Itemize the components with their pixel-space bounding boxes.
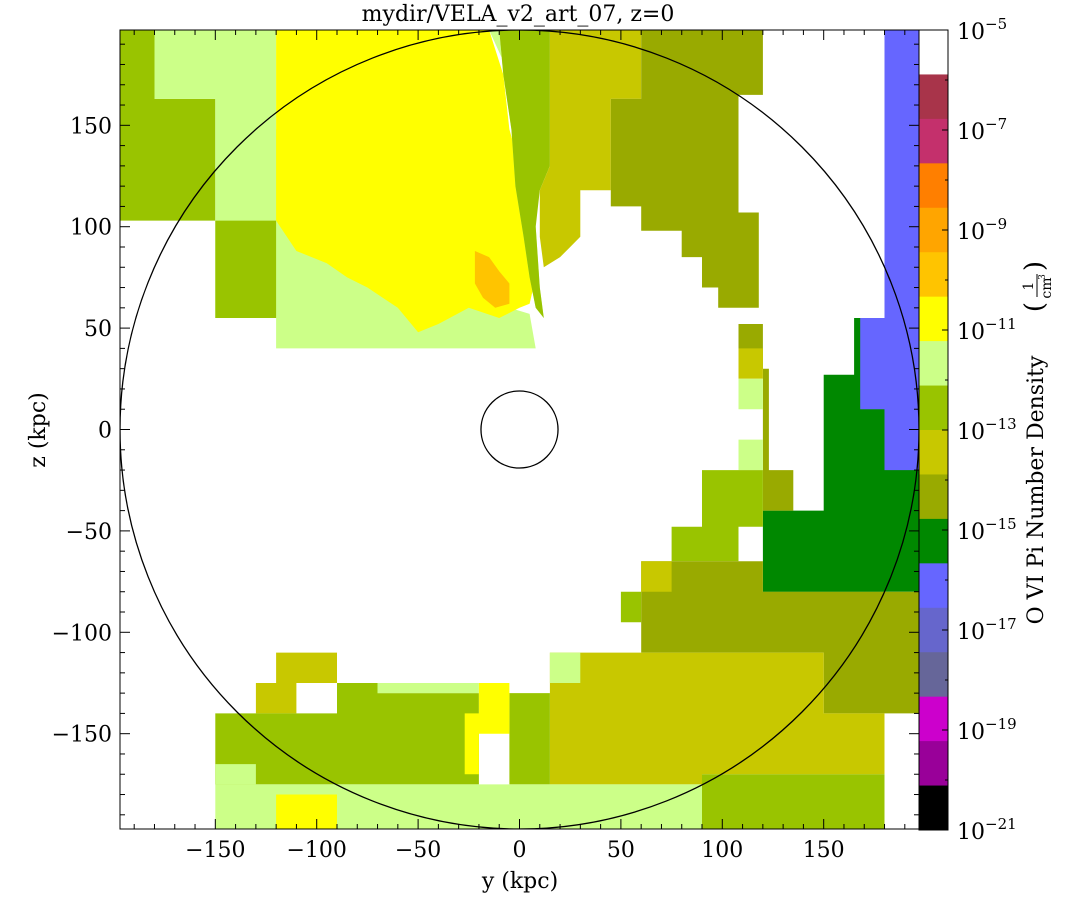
- y-tick-label: 50: [84, 317, 112, 342]
- colorbar-segment: [919, 474, 948, 520]
- density-region-22: [620, 591, 642, 623]
- chart-title: mydir/VELA_v2_art_07, z=0: [362, 2, 675, 27]
- y-tick-label: −150: [52, 723, 112, 748]
- density-region-30: [377, 683, 479, 694]
- colorbar-segment: [919, 430, 948, 475]
- density-region-9: [610, 30, 763, 308]
- colorbar-unit-open-paren: (: [1020, 302, 1050, 312]
- colorbar-segment: [919, 74, 948, 120]
- y-tick-label: 150: [70, 114, 112, 139]
- colorbar-unit-denominator: cm: [1039, 277, 1055, 298]
- colorbar-segment: [919, 296, 948, 342]
- x-ticks: −150 −100 −50 0 50 100 150: [133, 30, 906, 863]
- colorbar-tick-label: 10−11: [957, 315, 1017, 345]
- colorbar-label: O VI Pi Number Density ( 1 cm 3 ): [1020, 261, 1055, 624]
- y-axis-label: z (kpc): [26, 392, 51, 468]
- colorbar-unit-exponent: 3: [1038, 274, 1048, 280]
- colorbar-tick-label: 10−21: [957, 815, 1017, 845]
- density-region-14: [738, 348, 763, 379]
- density-region-26: [215, 683, 479, 785]
- density-region-10: [762, 30, 919, 592]
- density-region-15: [738, 378, 763, 410]
- x-tick-label: 150: [803, 838, 845, 863]
- colorbar-segment: [919, 118, 948, 164]
- inner-galaxy-circle: [480, 390, 559, 469]
- density-region-0: [120, 30, 216, 221]
- x-tick-label: −50: [395, 838, 441, 863]
- density-region-21: [641, 561, 672, 592]
- x-tick-label: −150: [185, 838, 245, 863]
- density-region-31: [215, 764, 256, 785]
- density-region-5: [474, 251, 510, 308]
- density-region-12: [860, 30, 919, 471]
- density-region-34: [549, 652, 581, 683]
- colorbar-segment: [919, 785, 948, 831]
- colorbar-segment: [919, 741, 948, 787]
- colorbar-ticks: 10−5 10−7 10−9 10−11 10−13 10−15 10−17 10−19 10−…: [942, 15, 1017, 845]
- colorbar-unit-close-paren: ): [1020, 261, 1050, 271]
- x-tick-label: −100: [286, 838, 346, 863]
- density-region-4: [276, 30, 536, 333]
- colorbar-segment: [919, 696, 948, 742]
- colorbar-label-text: O VI Pi Number Density: [1024, 355, 1049, 624]
- colorbar-segment: [919, 30, 948, 75]
- density-map: [120, 30, 919, 829]
- colorbar-tick-label: 10−17: [957, 615, 1017, 645]
- colorbar-segment: [919, 652, 948, 698]
- y-tick-label: 0: [98, 419, 112, 444]
- density-region-24: [276, 652, 337, 683]
- x-axis-label: y (kpc): [481, 869, 558, 894]
- density-region-19: [671, 526, 739, 562]
- density-region-13: [738, 324, 794, 511]
- density-region-27: [509, 693, 550, 785]
- colorbar-tick-label: 10−9: [957, 215, 1007, 245]
- colorbar-tick-label: 10−7: [957, 115, 1007, 145]
- colorbar-segment: [919, 563, 948, 609]
- y-tick-label: −100: [52, 621, 112, 646]
- density-region-7: [499, 30, 550, 318]
- y-tick-label: −50: [66, 520, 112, 545]
- colorbar-tick-label: 10−19: [957, 715, 1017, 745]
- density-region-33: [464, 683, 510, 775]
- x-tick-label: 50: [607, 838, 635, 863]
- colorbar-segment: [919, 252, 948, 298]
- density-region-11: [762, 581, 885, 592]
- colorbar-tick-label: 10−13: [957, 415, 1017, 445]
- density-region-28: [702, 774, 885, 829]
- plot-area: −150 −100 −50 0 50 100 150 150100500−50−100−15…: [52, 29, 920, 863]
- colorbar-tick-label: 10−5: [957, 15, 1007, 45]
- density-region-18: [702, 500, 739, 531]
- x-tick-label: 0: [513, 838, 527, 863]
- colorbar-unit-numerator: 1: [1021, 282, 1037, 291]
- density-region-32: [276, 794, 337, 829]
- density-region-16: [738, 439, 763, 471]
- density-region-8: [539, 30, 642, 268]
- colorbar-segment: [919, 341, 948, 387]
- colorbar-tick-label: 10−15: [957, 515, 1017, 545]
- x-tick-label: 100: [701, 838, 743, 863]
- density-region-3: [215, 220, 277, 318]
- circle-overlays: [120, 30, 919, 829]
- density-region-23: [549, 652, 885, 785]
- y-ticks: 150 100 50 0 −50 −100 −150: [52, 43, 919, 816]
- colorbar-segment: [919, 385, 948, 431]
- y-tick-label: 100: [70, 216, 112, 241]
- density-region-20: [641, 561, 919, 714]
- density-region-25: [255, 683, 297, 714]
- colorbar-segment: [919, 163, 948, 209]
- colorbar-segment: [919, 518, 948, 564]
